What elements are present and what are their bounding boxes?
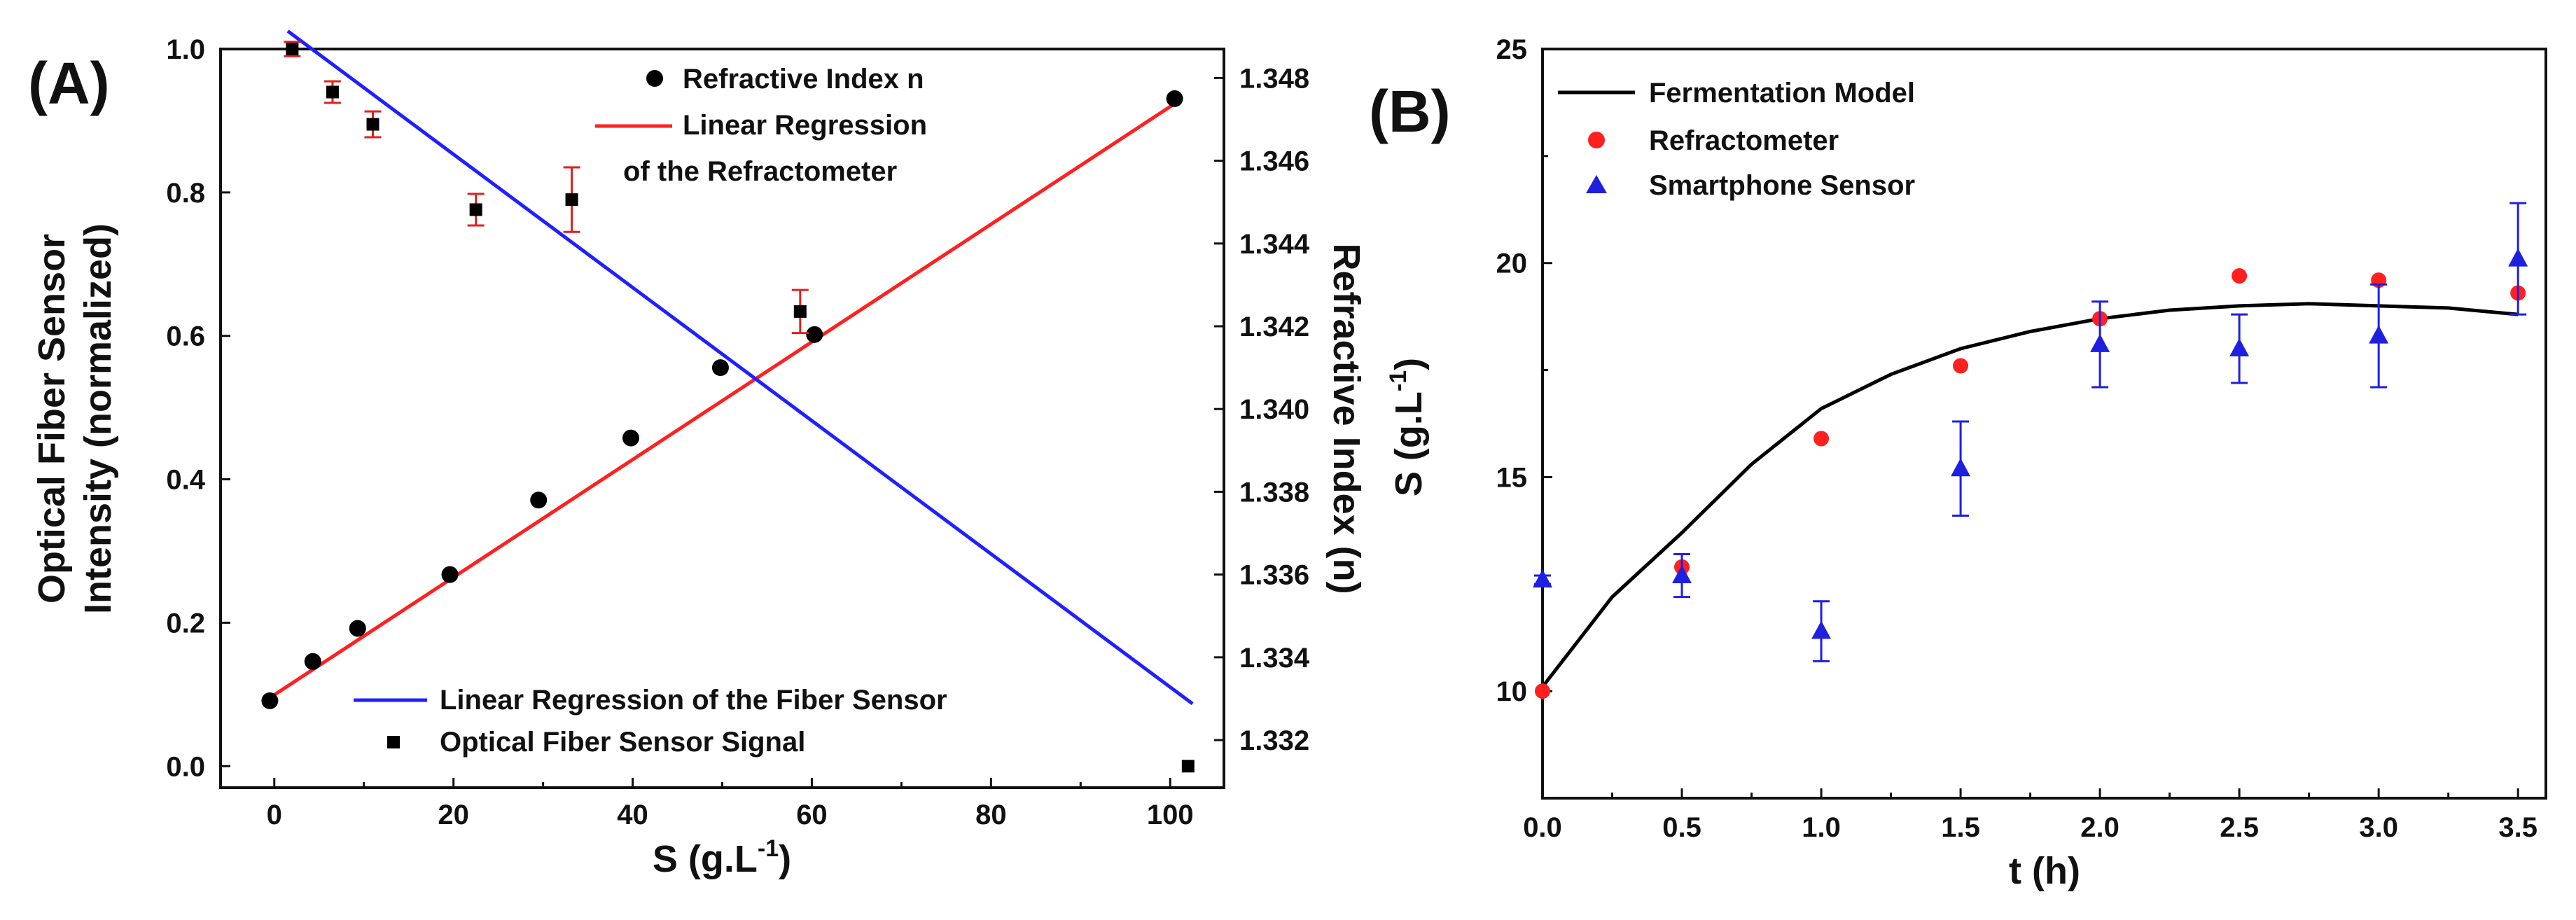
panel-a-legend-top: Refractive Index n Linear Regression of … bbox=[595, 64, 927, 187]
fiber-signal-point bbox=[326, 85, 339, 99]
panel-a-right-y-tick-label: 1.332 bbox=[1239, 725, 1309, 756]
panel-b-x-tick-label: 2.5 bbox=[2220, 812, 2259, 843]
panel-a-left-y-label-line2: Intensity (normalized) bbox=[77, 223, 119, 614]
refractive-index-point bbox=[349, 620, 366, 637]
refractive-index-point bbox=[622, 429, 639, 447]
panel-b-y-tick-label: 10 bbox=[1496, 676, 1528, 707]
panel-a-x-tick-label: 20 bbox=[438, 800, 469, 830]
panel-a-x-axis-label: S (g.L-1) bbox=[653, 835, 791, 880]
refractive-index-point bbox=[261, 692, 279, 709]
refractive-index-point bbox=[441, 566, 459, 583]
panel-b-frame bbox=[1541, 48, 2547, 800]
panel-a-right-y-tick-label: 1.340 bbox=[1239, 394, 1309, 425]
panel-a-right-y-tick-label: 1.336 bbox=[1239, 560, 1309, 591]
panel-a-right-y-tick-label: 1.346 bbox=[1239, 146, 1309, 177]
legend-fiber-signal-label: Optical Fiber Sensor Signal bbox=[440, 727, 805, 758]
panel-b-x-tick-label: 0.0 bbox=[1523, 812, 1562, 843]
panel-b-series bbox=[1533, 202, 2528, 699]
panel-b-x-tick-label: 2.0 bbox=[2080, 812, 2119, 843]
panel-b-y-ticks: 10 15 20 25 bbox=[1496, 34, 1552, 707]
panel-a-left-y-label-line1: Optical Fiber Sensor bbox=[31, 234, 73, 604]
panel-a-right-y-label: Refractive Index (n) bbox=[1325, 243, 1367, 594]
fermentation-model-line bbox=[1541, 302, 2519, 688]
fiber-signal-point bbox=[286, 43, 299, 55]
panel-a-left-y-ticks: 0.0 0.2 0.4 0.6 0.8 1.0 bbox=[166, 34, 230, 782]
panel-b-x-axis-label: t (h) bbox=[2009, 850, 2080, 892]
refractometer-point bbox=[2232, 268, 2248, 284]
linear-regression-fiber-line bbox=[286, 29, 1194, 706]
panel-a-left-y-tick-label: 1.0 bbox=[166, 34, 205, 65]
panel-a-x-tick-label: 100 bbox=[1147, 800, 1194, 830]
panel-a-right-y-tick-label: 1.342 bbox=[1239, 312, 1309, 342]
smartphone-point bbox=[1951, 458, 1971, 477]
legend-smartphone-label: Smartphone Sensor bbox=[1649, 170, 1915, 201]
panel-b-x-tick-label: 1.5 bbox=[1941, 812, 1980, 843]
panel-b-y-tick-label: 20 bbox=[1496, 249, 1528, 279]
panel-a-x-tick-label: 0 bbox=[267, 800, 282, 830]
legend-refractive-index-marker bbox=[646, 70, 663, 87]
panel-a-fit-lines bbox=[264, 29, 1194, 706]
refractometer-point bbox=[1813, 431, 1830, 447]
fiber-signal-point bbox=[469, 203, 482, 216]
legend-fiber-signal-marker bbox=[387, 736, 400, 748]
refractive-index-point bbox=[711, 359, 729, 377]
legend-model-label: Fermentation Model bbox=[1649, 78, 1915, 109]
refractive-index-point bbox=[530, 492, 548, 509]
panel-a-right-y-tick-label: 1.348 bbox=[1239, 63, 1309, 94]
panel-a-left-y-tick-label: 0.4 bbox=[166, 465, 205, 496]
linear-regression-refractometer-line bbox=[264, 99, 1181, 702]
panel-a-left-y-tick-label: 0.2 bbox=[166, 608, 205, 639]
panel-a-left-y-tick-label: 0.0 bbox=[166, 751, 205, 782]
refractometer-point bbox=[1535, 683, 1550, 699]
panel-a: (A) 0 20 40 60 80 100 0.0 0.2 0.4 0.6 0.8 1.0 1.33… bbox=[28, 29, 1367, 880]
legend-linreg-refractometer-line2: of the Refractometer bbox=[623, 156, 897, 187]
panel-a-x-ticks: 0 20 40 60 80 100 bbox=[267, 778, 1194, 830]
panel-b-label: (B) bbox=[1369, 78, 1451, 144]
smartphone-point bbox=[2229, 338, 2250, 356]
panel-a-left-y-tick-label: 0.6 bbox=[166, 321, 205, 352]
legend-refractometer-marker bbox=[1588, 132, 1605, 148]
refractometer-point bbox=[1953, 358, 1969, 374]
panel-a-x-tick-label: 80 bbox=[975, 800, 1007, 830]
panel-b-x-tick-label: 1.0 bbox=[1802, 812, 1841, 843]
refractive-index-point bbox=[304, 653, 321, 670]
legend-refractive-index-label: Refractive Index n bbox=[683, 64, 924, 95]
smartphone-point bbox=[1533, 569, 1552, 588]
legend-linreg-fiber-label: Linear Regression of the Fiber Sensor bbox=[440, 685, 947, 716]
panel-b-y-tick-label: 15 bbox=[1496, 462, 1528, 493]
panel-a-x-tick-label: 40 bbox=[617, 800, 648, 830]
panel-b-x-tick-label: 0.5 bbox=[1662, 812, 1701, 843]
refractive-index-point bbox=[806, 326, 823, 343]
fiber-signal-point bbox=[793, 305, 807, 318]
panel-a-label: (A) bbox=[28, 50, 110, 116]
smartphone-point bbox=[2090, 333, 2110, 352]
fiber-signal-point bbox=[1181, 760, 1195, 773]
panel-b-y-tick-label: 25 bbox=[1496, 34, 1528, 65]
smartphone-point bbox=[2508, 248, 2528, 267]
smartphone-point bbox=[1811, 620, 1832, 639]
panel-a-right-y-tick-label: 1.338 bbox=[1239, 477, 1309, 508]
panel-a-x-tick-label: 60 bbox=[796, 800, 828, 830]
panel-a-left-y-tick-label: 0.8 bbox=[166, 178, 205, 209]
smartphone-point bbox=[2369, 325, 2389, 344]
legend-linreg-refractometer-line1: Linear Regression bbox=[683, 110, 927, 141]
panel-b-x-tick-label: 3.0 bbox=[2359, 812, 2398, 843]
panel-a-legend-bottom: Linear Regression of the Fiber Sensor Op… bbox=[354, 685, 947, 758]
fiber-signal-point bbox=[366, 118, 380, 131]
legend-refractometer-label: Refractometer bbox=[1649, 125, 1839, 156]
panel-b-legend: Fermentation Model Refractometer Smartph… bbox=[1558, 78, 1915, 201]
panel-b: (B) 0.0 0.5 1.0 1.5 2.0 2.5 3.0 3.5 10 15 20 25 t … bbox=[1369, 34, 2547, 892]
smartphone-point bbox=[1672, 565, 1692, 584]
panel-b-x-tick-label: 3.5 bbox=[2498, 812, 2537, 843]
panel-a-data-points bbox=[261, 41, 1195, 773]
panel-a-right-y-tick-label: 1.344 bbox=[1239, 229, 1310, 260]
fiber-signal-point bbox=[565, 193, 578, 207]
panel-b-x-ticks: 0.0 0.5 1.0 1.5 2.0 2.5 3.0 3.5 bbox=[1523, 788, 2537, 843]
refractive-index-point bbox=[1166, 90, 1183, 107]
panel-a-right-y-ticks: 1.332 1.334 1.336 1.338 1.340 1.342 1.344 1.346… bbox=[1214, 63, 1310, 756]
panel-a-right-y-tick-label: 1.334 bbox=[1239, 643, 1310, 674]
panel-b-y-axis-label: S (g.L-1) bbox=[1385, 358, 1430, 496]
legend-smartphone-marker bbox=[1586, 175, 1607, 193]
